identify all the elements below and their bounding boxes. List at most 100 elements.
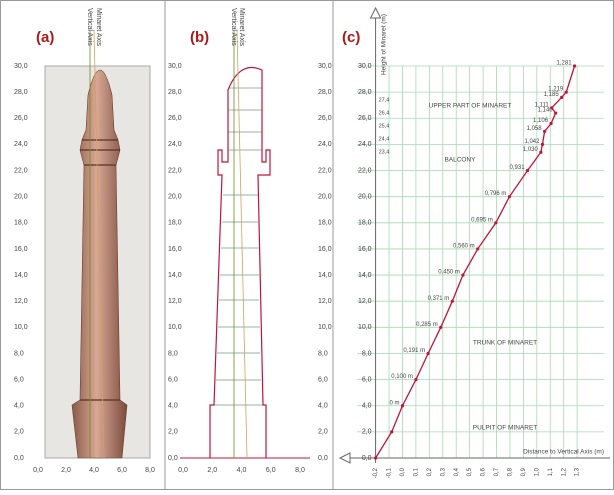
y-tick-label: 28,0 [358,89,372,96]
y-tick-label: 22,0 [168,167,182,174]
y-tick-label: 2,0 [318,429,328,436]
level-tick-label: 26,4 [379,110,390,116]
y-tick-label: 22,0 [358,167,372,174]
y-tick-label: 26,0 [168,115,182,122]
profile-point [508,195,511,198]
x-tick-label: 0,0 [178,467,188,474]
axis-label: Vertical Axis [86,8,93,46]
profile-point [451,300,454,303]
x-axis-label: Distance to Vertical Axis (m) [523,449,604,456]
y-tick-label: 30,0 [14,63,28,70]
y-tick-label: 4,0 [362,403,372,410]
x-tick-label: 0,6 [481,467,487,476]
y-tick-label: 10,0 [318,324,332,331]
value-label: 0,796 m [485,191,507,197]
value-label: 1,058 [527,126,543,132]
x-tick-label: -0,1 [387,467,393,478]
x-tick-label: 1,3 [575,467,581,476]
value-label: 1,030 [523,147,539,153]
axis-label: Minaret Axis [238,8,245,47]
axis-label: Vertical Axis [230,8,237,46]
y-tick-label: 10,0 [14,324,28,331]
profile-point [549,122,552,125]
y-tick-label: 30,0 [358,63,372,70]
y-tick-label: 4,0 [168,403,178,410]
y-tick-label: 12,0 [14,298,28,305]
y-tick-label: 20,0 [358,194,372,201]
x-tick-label: 0,0 [33,467,43,474]
y-tick-label: 12,0 [358,298,372,305]
x-tick-label: 6,0 [117,467,127,474]
y-tick-label: 26,0 [14,115,28,122]
x-tick-label: 1,0 [534,467,540,476]
y-tick-label: 26,0 [318,115,332,122]
x-tick-label: 0,4 [454,467,460,476]
profile-point [539,151,542,154]
region-annotation: BALCONY [444,157,476,164]
y-tick-label: 26,0 [358,115,372,122]
y-tick-label: 0,0 [362,455,372,462]
y-tick-label: 2,0 [168,429,178,436]
x-tick-label: 0,0 [400,467,406,476]
region-annotation: PULPIT OF MINARET [473,425,538,432]
y-tick-label: 0,0 [14,455,24,462]
value-label: 0 m [389,400,399,406]
y-tick-label: 0,0 [168,455,178,462]
value-label: 1,106 [533,118,549,124]
y-tick-label: 18,0 [358,220,372,227]
profile-point [526,169,529,172]
x-tick-label: 4,0 [237,467,247,474]
y-tick-label: 20,0 [168,194,182,201]
value-label: 1,111 [535,102,550,108]
value-label: 0,100 m [391,374,413,380]
x-tick-label: -0,2 [373,467,379,478]
level-tick-label: 24,4 [379,137,390,143]
profile-point [427,352,430,355]
y-tick-label: 2,0 [362,429,372,436]
y-tick-label: 14,0 [358,272,372,279]
profile-point [374,456,377,459]
x-tick-label: 0,1 [413,467,419,476]
y-tick-label: 22,0 [14,167,28,174]
profile-point [390,430,393,433]
x-tick-label: 2,0 [207,467,217,474]
x-tick-label: 0,5 [467,467,473,476]
profile-point [543,130,546,133]
y-tick-label: 12,0 [318,298,332,305]
y-tick-label: 8,0 [168,350,178,357]
panel-label: (a) [36,29,54,46]
value-label: 0,560 m [453,244,475,250]
y-tick-label: 14,0 [168,272,182,279]
y-tick-label: 16,0 [14,246,28,253]
y-tick-label: 16,0 [318,246,332,253]
profile-point [476,247,479,250]
profile-point [573,64,576,67]
y-tick-label: 18,0 [14,220,28,227]
value-label: 1,219 [548,87,564,93]
x-tick-label: 1,2 [561,467,567,476]
x-tick-label: 8,0 [145,467,155,474]
level-tick-label: 23,4 [379,150,390,156]
level-tick-label: 27,4 [379,97,390,103]
y-tick-label: 8,0 [14,350,24,357]
y-tick-label: 28,0 [318,89,332,96]
y-tick-label: 0,0 [318,455,328,462]
x-tick-label: 0,8 [508,467,514,476]
value-label: 1,185 [544,92,560,98]
x-tick-label: 0,2 [427,467,433,476]
x-tick-label: 0,7 [494,467,500,476]
profile-point [414,378,417,381]
profile-point [461,273,464,276]
y-tick-label: 10,0 [168,324,182,331]
y-tick-label: 24,0 [318,141,332,148]
value-label: 1,042 [524,139,540,145]
y-tick-label: 14,0 [318,272,332,279]
y-tick-label: 20,0 [318,194,332,201]
x-tick-label: 8,0 [295,467,305,474]
value-label: 0,191 m [403,348,425,354]
y-tick-label: 8,0 [362,350,372,357]
y-tick-label: 18,0 [318,220,332,227]
value-label: 0,695 m [471,217,493,223]
x-tick-label: 0,9 [521,467,527,476]
y-tick-label: 30,0 [318,63,332,70]
